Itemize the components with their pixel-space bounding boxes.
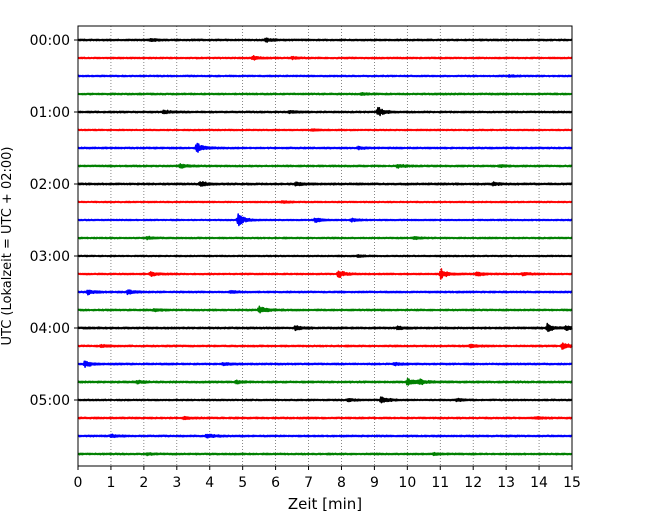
y-tick-label: 00:00 [30, 33, 70, 49]
trace-row-0515 [77, 415, 573, 421]
x-axis-label: Zeit [min] [288, 495, 362, 513]
trace-row-0215 [77, 200, 573, 204]
trace-row-0300 [77, 253, 573, 258]
trace-row-0430 [77, 360, 573, 368]
trace-row-0315 [77, 268, 573, 280]
trace-row-0500 [77, 396, 573, 404]
trace-row-0330 [77, 289, 573, 296]
trace-row-0200 [77, 180, 573, 187]
x-axis-ticks: 0 1 2 3 4 5 6 7 8 9 10 11 12 13 14 15 [74, 466, 581, 491]
x-tick-label: 11 [431, 475, 449, 491]
x-tick-label: 3 [172, 475, 181, 491]
trace-row-0130 [77, 142, 573, 153]
trace-row-0530 [77, 433, 573, 439]
x-tick-label: 0 [74, 475, 83, 491]
x-tick-label: 2 [139, 475, 148, 491]
y-tick-label: 01:00 [30, 105, 70, 121]
x-tick-label: 13 [497, 475, 515, 491]
trace-row-0345 [77, 305, 573, 314]
trace-row-0400 [77, 322, 573, 333]
trace-row-0000 [77, 37, 573, 43]
x-tick-label: 5 [238, 475, 247, 491]
trace-row-0545 [77, 451, 573, 457]
trace-row-0015 [77, 55, 573, 61]
x-tick-label: 10 [398, 475, 416, 491]
trace-row-0245 [77, 235, 573, 241]
y-axis-label: UTC (Lokalzeit = UTC + 02:00) [0, 147, 15, 346]
trace-row-0230 [77, 213, 573, 227]
trace-row-0045 [77, 92, 573, 96]
x-tick-label: 1 [106, 475, 115, 491]
x-tick-label: 6 [271, 475, 280, 491]
trace-row-0145 [77, 163, 573, 169]
x-tick-label: 15 [563, 475, 581, 491]
x-tick-label: 7 [304, 475, 313, 491]
x-tick-label: 14 [530, 475, 548, 491]
y-tick-label: 02:00 [30, 177, 70, 193]
x-tick-label: 9 [370, 475, 379, 491]
x-tick-label: 12 [464, 475, 482, 491]
trace-row-0030 [77, 74, 573, 78]
y-tick-label: 04:00 [30, 321, 70, 337]
x-tick-label: 4 [205, 475, 214, 491]
x-tick-label: 8 [337, 475, 346, 491]
y-tick-label: 03:00 [30, 249, 70, 265]
plot-frame [77, 25, 573, 467]
trace-row-0100 [77, 106, 573, 117]
y-axis-ticks: 00:00 01:00 02:00 03:00 04:00 05:00 [30, 33, 78, 409]
trace-row-0115 [77, 128, 573, 132]
seismic-traces [77, 37, 573, 457]
grid-lines [110, 26, 540, 466]
y-tick-label: 05:00 [30, 393, 70, 409]
trace-row-0445 [77, 377, 573, 386]
trace-row-0415 [77, 342, 573, 350]
